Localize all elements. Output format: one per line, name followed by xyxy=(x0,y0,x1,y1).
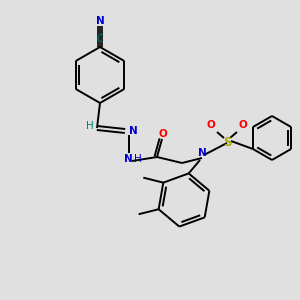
Text: N: N xyxy=(96,16,104,26)
Text: H: H xyxy=(134,154,142,164)
Text: O: O xyxy=(159,129,167,139)
Text: N: N xyxy=(129,126,138,136)
Text: N: N xyxy=(198,148,206,158)
Text: H: H xyxy=(86,121,94,131)
Text: N: N xyxy=(124,154,132,164)
Text: C: C xyxy=(96,34,103,44)
Text: S: S xyxy=(223,136,231,148)
Text: O: O xyxy=(238,120,247,130)
Text: O: O xyxy=(207,120,215,130)
